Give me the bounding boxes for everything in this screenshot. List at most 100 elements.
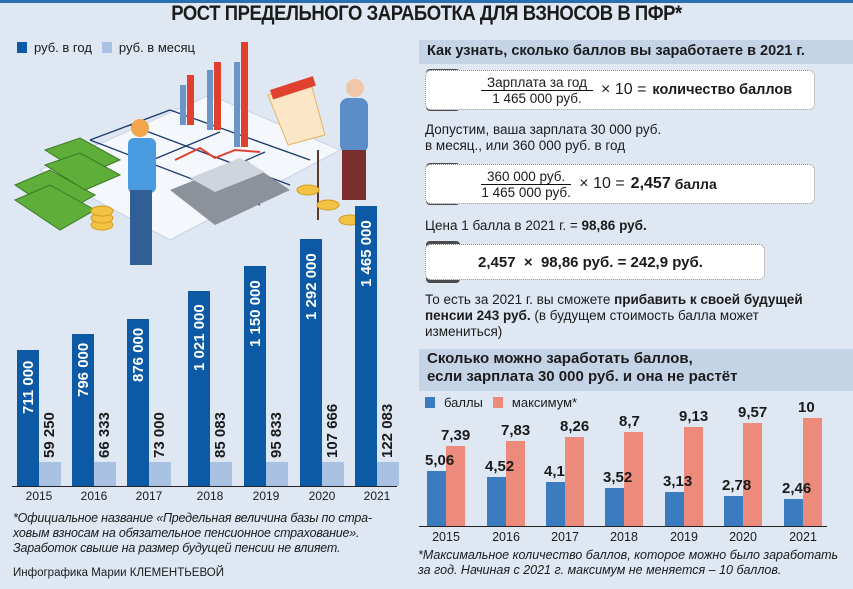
formula-unit: балла bbox=[674, 176, 717, 192]
x-axis-label: 2016 bbox=[492, 530, 520, 544]
legend-label-max: максимум* bbox=[511, 395, 578, 410]
x-axis-label: 2020 bbox=[308, 489, 336, 503]
legend-swatch-max bbox=[492, 397, 503, 408]
header-line: Сколько можно заработать баллов, bbox=[427, 350, 693, 367]
bar-value-label: 9,57 bbox=[738, 403, 768, 421]
formula-result: 2,457 × 98,86 руб. = 242,9 руб. bbox=[478, 253, 703, 271]
bar-year: 876 000 bbox=[127, 318, 149, 486]
left-footnote: *Официальное название «Предельная величи… bbox=[13, 511, 413, 556]
operator: × 10 = bbox=[601, 81, 647, 98]
bar-value-label: 10 bbox=[798, 399, 815, 416]
bar-value-label: 59 250 bbox=[41, 412, 58, 458]
bar-month bbox=[377, 462, 399, 486]
x-axis-label: 2019 bbox=[670, 530, 698, 544]
bar-max bbox=[803, 418, 822, 526]
left-chart-legend: руб. в год руб. в месяц bbox=[17, 40, 195, 55]
bar-points bbox=[427, 471, 446, 526]
page-title: РОСТ ПРЕДЕЛЬНОГО ЗАРАБОТКА ДЛЯ ВЗНОСОВ В… bbox=[171, 2, 682, 25]
right-panel-header: Как узнать, сколько баллов вы заработает… bbox=[419, 40, 853, 64]
bar-value-label: 876 000 bbox=[130, 327, 147, 383]
footnote-line: Заработок свыше на размер будущей пенсии… bbox=[13, 541, 341, 555]
footnote-line: ховым взносам на обязательное пенсионное… bbox=[13, 526, 360, 540]
legend-swatch-points bbox=[425, 397, 435, 408]
operator: × 10 = bbox=[579, 175, 625, 192]
bar-max bbox=[743, 422, 762, 526]
bar-value-label: 4,1 bbox=[544, 462, 565, 480]
text-part: измениться) bbox=[425, 324, 503, 339]
x-axis-label: 2017 bbox=[551, 530, 579, 544]
bar-points bbox=[665, 492, 684, 526]
x-axis-label: 2016 bbox=[80, 489, 108, 503]
bar-max bbox=[624, 432, 643, 526]
bar-month bbox=[39, 462, 61, 486]
price-label: Цена 1 балла в 2021 г. = bbox=[425, 218, 582, 233]
legend-label-month: руб. в месяц bbox=[118, 40, 195, 55]
bar-value-label: 4,52 bbox=[485, 458, 515, 476]
text-line: Допустим, ваша зарплата 30 000 руб. bbox=[425, 122, 662, 137]
price-value: 98,86 руб. bbox=[581, 218, 647, 233]
denominator: 1 465 000 руб. bbox=[481, 184, 571, 200]
legend-swatch-month bbox=[101, 42, 112, 53]
x-axis-label: 2017 bbox=[135, 489, 163, 503]
bar-max bbox=[684, 427, 703, 526]
fraction: 360 000 руб. 1 465 000 руб. bbox=[481, 169, 572, 200]
right-footnote: *Максимальное количество баллов, которое… bbox=[418, 548, 848, 578]
right-chart-legend: баллы максимум* bbox=[425, 395, 577, 410]
bar-year: 1 021 000 bbox=[188, 290, 210, 486]
text-bold: прибавить к своей будущей bbox=[614, 292, 803, 307]
bar-value-label: 85 083 bbox=[212, 412, 229, 458]
credit-text: Инфографика Марии КЛЕМЕНТЬЕВОЙ bbox=[13, 567, 224, 579]
text-bold: пенсии 243 руб. bbox=[425, 308, 531, 323]
bar-month bbox=[266, 462, 288, 486]
bar-year: 1 150 000 bbox=[244, 266, 266, 486]
bar-value-label: 3,13 bbox=[663, 473, 693, 491]
price-text: Цена 1 балла в 2021 г. = 98,86 руб. bbox=[425, 218, 647, 234]
bar-month bbox=[94, 462, 116, 486]
bar-max bbox=[446, 446, 465, 526]
bar-value-label: 73 000 bbox=[151, 412, 168, 458]
x-axis-label: 2019 bbox=[252, 489, 280, 503]
text-part: То есть за 2021 г. вы сможете bbox=[425, 292, 615, 307]
formula-result: количество баллов bbox=[652, 82, 793, 98]
bar-max bbox=[506, 441, 525, 526]
numerator: Зарплата за год bbox=[481, 75, 594, 91]
formula-result: 2,457 bbox=[630, 175, 671, 192]
footnote-line: *Официальное название «Предельная величи… bbox=[13, 511, 372, 525]
numerator: 360 000 руб. bbox=[481, 169, 572, 185]
bar-value-label: 1 021 000 bbox=[191, 304, 208, 372]
bar-month bbox=[149, 462, 171, 486]
formula-example: 360 000 руб. 1 465 000 руб. × 10 = 2,457… bbox=[425, 164, 815, 204]
footnote-line: за год. Начиная с 2021 г. максимум не ме… bbox=[418, 563, 782, 577]
conclusion-text: То есть за 2021 г. вы сможете прибавить … bbox=[425, 292, 845, 340]
bar-value-label: 107 666 bbox=[324, 403, 341, 458]
x-axis-label: 2018 bbox=[196, 489, 224, 503]
bar-value-label: 7,39 bbox=[441, 427, 471, 445]
text-line: в месяц., или 360 000 руб. в год bbox=[425, 138, 626, 153]
bar-year: 1 292 000 bbox=[300, 239, 322, 486]
formula-points: Зарплата за год 1 465 000 руб. × 10 = ко… bbox=[425, 70, 815, 110]
bar-points bbox=[784, 499, 803, 526]
denominator: 1 465 000 руб. bbox=[492, 90, 582, 106]
bar-value-label: 1 150 000 bbox=[247, 279, 264, 347]
bar-value-label: 122 083 bbox=[379, 403, 396, 458]
bar-value-label: 9,13 bbox=[679, 408, 709, 426]
text-part: (в будущем стоимость балла может bbox=[530, 308, 759, 323]
top-accent-line bbox=[0, 0, 853, 3]
fraction: Зарплата за год 1 465 000 руб. bbox=[481, 75, 594, 106]
bar-max bbox=[565, 436, 584, 526]
x-axis-label: 2021 bbox=[363, 489, 391, 503]
example-text: Допустим, ваша зарплата 30 000 руб. в ме… bbox=[425, 122, 661, 154]
bar-value-label: 1 465 000 bbox=[358, 219, 375, 287]
x-axis-label: 2015 bbox=[432, 530, 460, 544]
bar-month bbox=[210, 462, 232, 486]
bar-value-label: 7,83 bbox=[501, 422, 531, 440]
bar-value-label: 95 833 bbox=[268, 412, 285, 458]
right-chart-header: Сколько можно заработать баллов, если за… bbox=[419, 349, 853, 391]
bar-value-label: 711 000 bbox=[20, 360, 37, 414]
illustration-finance bbox=[13, 42, 368, 265]
x-axis-label: 2018 bbox=[610, 530, 638, 544]
x-axis-label: 2020 bbox=[729, 530, 757, 544]
bar-points bbox=[546, 481, 565, 526]
bar-value-label: 8,26 bbox=[560, 417, 590, 435]
bar-year: 711 000 bbox=[17, 350, 39, 486]
